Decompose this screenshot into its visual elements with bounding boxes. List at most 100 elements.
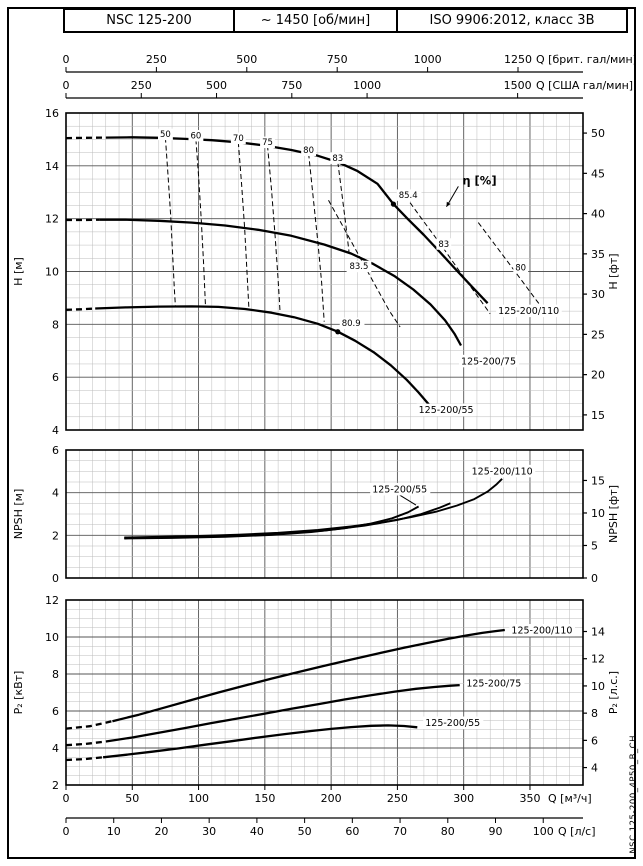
svg-text:100: 100: [533, 825, 554, 838]
svg-text:0: 0: [63, 825, 70, 838]
svg-text:10: 10: [45, 266, 59, 279]
svg-text:15: 15: [591, 409, 605, 422]
svg-text:45: 45: [591, 167, 605, 180]
svg-text:2: 2: [52, 779, 59, 792]
svg-text:250: 250: [146, 53, 167, 66]
svg-text:8: 8: [52, 318, 59, 331]
svg-text:4: 4: [52, 424, 59, 437]
svg-text:16: 16: [45, 107, 59, 120]
top-scale-0: 0 250 500 750 1000 1250 Q [брит. гал/мин]: [63, 53, 637, 73]
svg-text:20: 20: [154, 825, 168, 838]
svg-text:50: 50: [298, 825, 312, 838]
pump-model: NSC 125-200: [63, 8, 235, 33]
svg-text:1250: 1250: [504, 53, 532, 66]
svg-text:125-200/55: 125-200/55: [425, 718, 480, 729]
svg-text:6: 6: [52, 371, 59, 384]
svg-text:50: 50: [160, 130, 171, 140]
svg-text:250: 250: [387, 792, 408, 805]
svg-text:80: 80: [303, 146, 314, 156]
svg-text:90: 90: [489, 825, 503, 838]
svg-text:40: 40: [250, 825, 264, 838]
svg-text:70: 70: [393, 825, 407, 838]
svg-text:83: 83: [438, 240, 449, 250]
head-chart: 50 60 70 75 80 83 83.5 83 80 125-200/110 125-200/7…: [12, 107, 620, 437]
svg-text:83: 83: [332, 154, 343, 164]
header: NSC 125-200 ~ 1450 [об/мин] ISO 9906:201…: [63, 8, 628, 33]
document-code: NSC 125-200_4P50_B_CH: [629, 735, 639, 854]
npsh-chart: 125-200/110 125-200/55 0 2 4 6 0 5 10 15 NPSH [м] N…: [12, 444, 620, 585]
svg-text:125-200/75: 125-200/75: [466, 678, 521, 689]
svg-text:70: 70: [233, 134, 244, 144]
svg-text:80: 80: [441, 825, 455, 838]
svg-text:500: 500: [236, 53, 257, 66]
svg-text:80: 80: [515, 264, 526, 274]
svg-text:0: 0: [63, 79, 70, 92]
svg-text:125-200/110: 125-200/110: [472, 466, 533, 477]
svg-text:P₂ [л.с.]: P₂ [л.с.]: [607, 671, 620, 714]
svg-text:750: 750: [281, 79, 302, 92]
svg-text:12: 12: [45, 594, 59, 607]
top-scale-1: 0 250 500 750 1000 1500 Q [США гал/мин]: [63, 79, 633, 99]
bottom-scale-1: 0 10 20 30 40 50 60 70 80 90 100 Q [л/с]: [63, 817, 596, 838]
svg-text:35: 35: [591, 248, 605, 261]
svg-text:125-200/110: 125-200/110: [511, 626, 572, 637]
svg-text:Q [л/с]: Q [л/с]: [558, 825, 596, 838]
svg-text:10: 10: [591, 680, 605, 693]
svg-text:500: 500: [206, 79, 227, 92]
svg-text:10: 10: [45, 631, 59, 644]
svg-text:60: 60: [345, 825, 359, 838]
svg-text:12: 12: [591, 653, 605, 666]
svg-text:30: 30: [202, 825, 216, 838]
test-standard: ISO 9906:2012, класс 3В: [396, 8, 628, 33]
svg-text:80.9: 80.9: [342, 319, 361, 329]
svg-text:P₂ [кВт]: P₂ [кВт]: [12, 671, 25, 715]
svg-text:0: 0: [63, 792, 70, 805]
svg-text:14: 14: [591, 626, 605, 639]
svg-text:50: 50: [125, 792, 139, 805]
svg-text:0: 0: [591, 572, 598, 585]
svg-text:30: 30: [591, 288, 605, 301]
svg-text:4: 4: [52, 487, 59, 500]
svg-text:100: 100: [188, 792, 209, 805]
svg-text:10: 10: [107, 825, 121, 838]
svg-text:5: 5: [591, 539, 598, 552]
svg-text:6: 6: [52, 705, 59, 718]
svg-text:4: 4: [52, 742, 59, 755]
svg-text:50: 50: [591, 127, 605, 140]
power-chart: 125-200/110 125-200/75 125-200/55 2 4 6 8 10 12 4…: [12, 594, 620, 792]
svg-text:250: 250: [131, 79, 152, 92]
svg-text:1500: 1500: [504, 79, 532, 92]
svg-text:75: 75: [262, 138, 273, 148]
svg-text:200: 200: [321, 792, 342, 805]
svg-text:Q [брит. гал/мин]: Q [брит. гал/мин]: [536, 53, 637, 66]
svg-text:η [%]: η [%]: [462, 173, 496, 187]
svg-text:750: 750: [327, 53, 348, 66]
svg-text:125-200/55: 125-200/55: [419, 405, 474, 416]
pump-speed: ~ 1450 [об/мин]: [233, 8, 398, 33]
svg-text:25: 25: [591, 328, 605, 341]
svg-text:2: 2: [52, 529, 59, 542]
svg-text:300: 300: [453, 792, 474, 805]
svg-text:NPSH [фт]: NPSH [фт]: [607, 485, 620, 543]
svg-text:14: 14: [45, 160, 59, 173]
svg-text:125-200/75: 125-200/75: [461, 356, 516, 367]
svg-text:83.5: 83.5: [349, 262, 368, 272]
svg-text:150: 150: [254, 792, 275, 805]
svg-text:1000: 1000: [353, 79, 381, 92]
svg-text:60: 60: [190, 131, 201, 141]
svg-text:15: 15: [591, 474, 605, 487]
bottom-scale-0: 0 50 100 150 200 250 300 350 Q [м³/ч]: [63, 785, 592, 805]
svg-text:10: 10: [591, 507, 605, 520]
svg-text:125-200/55: 125-200/55: [372, 484, 427, 495]
svg-text:6: 6: [52, 444, 59, 457]
svg-text:6: 6: [591, 734, 598, 747]
svg-text:20: 20: [591, 369, 605, 382]
svg-text:350: 350: [519, 792, 540, 805]
svg-text:85.4: 85.4: [399, 191, 418, 201]
svg-text:0: 0: [52, 572, 59, 585]
svg-text:12: 12: [45, 213, 59, 226]
svg-text:4: 4: [591, 762, 598, 775]
svg-text:40: 40: [591, 208, 605, 221]
